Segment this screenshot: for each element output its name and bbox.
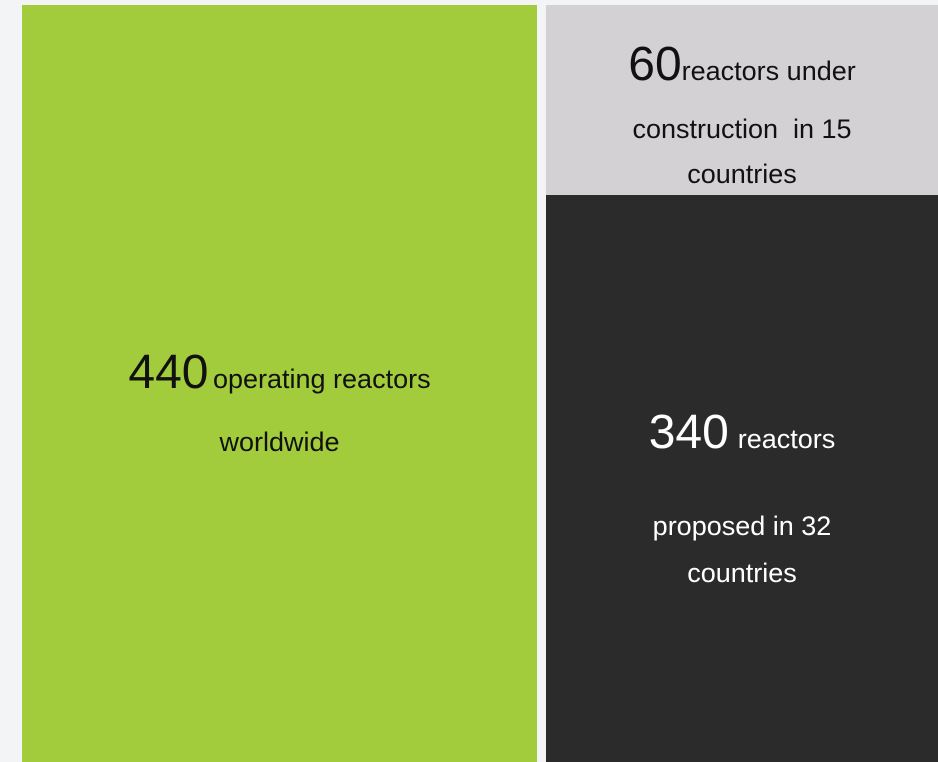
proposed-tile: 340 reactors proposed in 32 countries — [546, 195, 938, 762]
tile-text: reactors under — [681, 56, 856, 86]
proposed-headline: 340 reactors — [546, 405, 938, 460]
tile-text: countries — [687, 159, 797, 189]
construction-tile: 60reactors under construction in 15 coun… — [546, 5, 938, 195]
tile-text: reactors — [737, 424, 836, 454]
tile-number: 440 — [128, 346, 209, 399]
tile-text: construction in 15 — [632, 114, 852, 144]
tile-text: worldwide — [219, 427, 340, 457]
operating-headline: 440 operating reactors — [22, 345, 537, 400]
tile-number: 340 — [648, 406, 729, 459]
tile-text: operating reactors — [212, 364, 431, 394]
operating-tile: 440 operating reactors worldwide — [22, 5, 537, 762]
construction-headline: 60reactors under — [546, 37, 938, 92]
tile-text: proposed in 32 — [652, 511, 832, 541]
tile-text: countries — [687, 558, 797, 588]
tile-number: 60 — [628, 38, 682, 91]
